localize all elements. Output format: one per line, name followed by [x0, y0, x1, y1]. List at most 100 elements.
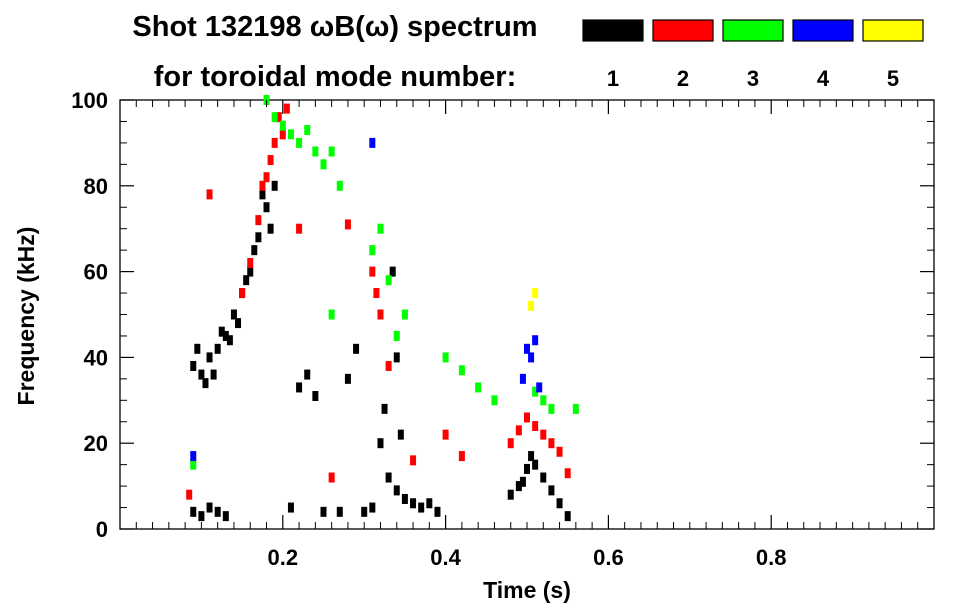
y-tick-label-4: 80: [84, 174, 108, 199]
point-mode-1-42: [524, 463, 530, 474]
point-mode-3-21: [540, 395, 547, 406]
point-mode-1-17: [259, 189, 266, 200]
point-mode-5-0: [532, 288, 539, 299]
point-mode-1-54: [353, 343, 360, 354]
point-mode-1-46: [556, 498, 563, 509]
point-mode-1-45: [548, 485, 555, 496]
point-mode-1-57: [336, 506, 343, 517]
point-mode-2-26: [410, 455, 417, 466]
point-mode-1-36: [434, 506, 441, 517]
point-mode-3-9: [328, 146, 335, 157]
point-mode-1-12: [247, 266, 254, 277]
point-mode-1-28: [377, 438, 384, 449]
point-mode-1-38: [393, 352, 400, 363]
point-mode-4-4: [528, 352, 535, 363]
legend-swatch-1: [582, 19, 644, 42]
point-mode-2-19: [515, 425, 522, 436]
point-mode-3-0: [190, 459, 197, 470]
point-mode-1-13: [255, 232, 262, 243]
point-mode-1-24: [202, 378, 209, 389]
point-mode-2-16: [385, 360, 392, 371]
point-mode-3-12: [377, 223, 384, 234]
point-mode-3-13: [385, 275, 392, 286]
point-mode-1-21: [226, 335, 233, 346]
y-axis-label: Frequency (kHz): [13, 227, 39, 406]
x-tick-label-2: 0.6: [593, 545, 624, 570]
point-mode-1-47: [564, 511, 571, 522]
point-mode-1-53: [344, 373, 351, 384]
point-mode-3-14: [393, 330, 400, 341]
point-mode-1-15: [271, 180, 278, 191]
point-mode-1-27: [369, 502, 376, 513]
point-mode-3-3: [279, 120, 286, 131]
legend-swatch-5: [862, 19, 924, 42]
legend-label-5: 5: [887, 66, 899, 91]
point-mode-1-43: [532, 459, 539, 470]
point-mode-1-16: [267, 223, 274, 234]
point-mode-1-37: [389, 266, 396, 277]
point-mode-1-55: [287, 502, 294, 513]
point-mode-1-39: [397, 429, 404, 440]
point-mode-1-41: [515, 481, 522, 492]
chart-title-line1: Shot 132198 ωB(ω) spectrum: [132, 11, 537, 43]
point-mode-2-27: [442, 429, 449, 440]
point-mode-1-56: [320, 506, 327, 517]
point-mode-1-48: [528, 451, 535, 462]
y-tick-label-0: 0: [96, 517, 108, 542]
legend-label-4: 4: [817, 66, 830, 91]
point-mode-2-14: [373, 288, 380, 299]
point-mode-2-28: [458, 451, 465, 462]
point-mode-3-20: [532, 386, 539, 397]
point-mode-2-23: [548, 438, 555, 449]
point-mode-4-1: [369, 137, 376, 148]
point-mode-1-30: [385, 472, 392, 483]
point-mode-2-12: [296, 223, 303, 234]
point-mode-2-18: [507, 438, 514, 449]
point-mode-2-9: [259, 180, 266, 191]
point-mode-3-16: [442, 352, 449, 363]
point-mode-1-2: [206, 502, 213, 513]
point-mode-1-6: [198, 369, 205, 380]
point-mode-1-32: [401, 493, 408, 504]
legend-swatch-3: [722, 19, 784, 42]
point-mode-2-2: [239, 288, 246, 299]
point-mode-1-35: [426, 498, 433, 509]
point-mode-1-26: [361, 506, 368, 517]
point-mode-1-3: [214, 506, 221, 517]
point-mode-1-10: [230, 309, 237, 320]
point-mode-4-5: [519, 373, 526, 384]
point-mode-1-0: [190, 506, 197, 517]
y-tick-label-2: 40: [84, 345, 108, 370]
axes: 0 20 40 60 80 100 0.2 0.4 0.6 0.8: [71, 88, 934, 570]
point-mode-3-17: [458, 365, 465, 376]
point-mode-2-7: [275, 112, 282, 123]
legend-label-3: 3: [747, 66, 759, 91]
point-mode-1-44: [540, 472, 547, 483]
point-mode-1-50: [296, 382, 303, 393]
point-mode-3-4: [287, 129, 294, 140]
point-mode-2-24: [556, 446, 563, 457]
legend: 1 2 3 4 5: [582, 19, 924, 91]
point-mode-2-5: [263, 172, 270, 183]
point-mode-1-31: [393, 485, 400, 496]
point-mode-5-1: [528, 300, 535, 311]
legend-swatch-4: [792, 19, 854, 42]
point-mode-1-49: [519, 476, 526, 487]
point-mode-1-1: [198, 511, 205, 522]
point-mode-2-11: [283, 103, 290, 114]
plot-frame: [119, 99, 935, 530]
point-mode-4-6: [536, 382, 543, 393]
point-mode-2-8: [267, 155, 274, 166]
point-mode-1-34: [418, 502, 425, 513]
point-mode-1-52: [312, 391, 319, 402]
point-mode-2-25: [564, 468, 571, 479]
point-mode-3-11: [369, 245, 376, 256]
point-mode-1-18: [251, 245, 258, 256]
point-mode-2-17: [344, 219, 351, 230]
point-mode-2-15: [377, 309, 384, 320]
legend-label-2: 2: [677, 66, 689, 91]
point-mode-4-0: [190, 451, 197, 462]
point-mode-2-13: [369, 266, 376, 277]
point-mode-3-6: [304, 125, 311, 136]
point-mode-2-21: [532, 421, 539, 432]
